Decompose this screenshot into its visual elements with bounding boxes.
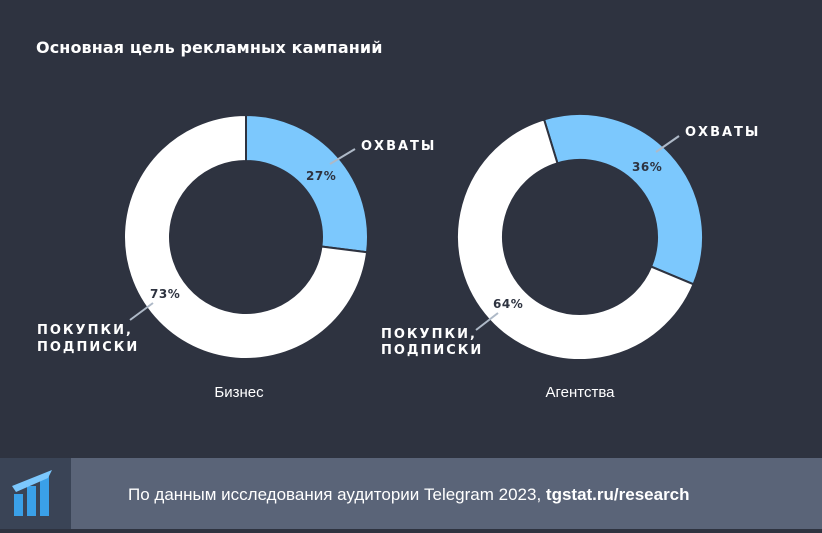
donut-charts: ОХВАТЫ 27% 73% ПОКУПКИ, ПОДПИСКИ Бизнес … [37, 113, 760, 401]
leader-line-reach-business [329, 148, 356, 165]
donut-chart-business: ОХВАТЫ 27% 73% ПОКУПКИ, ПОДПИСКИ Бизнес [37, 113, 436, 401]
tgstat-logo-icon [12, 470, 52, 516]
slice-label-purchases-agencies-line1: ПОКУПКИ, [381, 327, 477, 342]
value-label-reach-business: 27% [306, 169, 336, 183]
leader-line-purchases-business [129, 302, 154, 321]
slice-reach-agencies [542, 113, 704, 286]
slice-label-purchases-business-line2: ПОДПИСКИ [37, 340, 139, 355]
chart-caption-agencies: Агентства [546, 384, 616, 401]
slice-purchases-agencies [456, 118, 695, 361]
leader-line-reach-agencies [655, 135, 680, 153]
footer-logo [0, 458, 71, 529]
slice-purchases-business [123, 113, 369, 360]
value-label-reach-agencies: 36% [632, 160, 662, 174]
leader-line-purchases-agencies [475, 312, 499, 331]
slice-label-purchases-business-line1: ПОКУПКИ, [37, 323, 133, 338]
footer-link[interactable]: tgstat.ru/research [545, 485, 690, 504]
footer-text: По данным исследования аудитории Telegra… [128, 485, 546, 504]
slice-reach-business [245, 113, 369, 254]
donut-chart-agencies: ОХВАТЫ 36% 64% ПОКУПКИ, ПОДПИСКИ Агентст… [381, 113, 760, 401]
value-label-purchases-agencies: 64% [493, 297, 523, 311]
slice-label-reach-business: ОХВАТЫ [361, 139, 436, 154]
chart-caption-business: Бизнес [214, 384, 264, 401]
footer: По данным исследования аудитории Telegra… [0, 458, 822, 529]
page-title: Основная цель рекламных кампаний [36, 38, 383, 57]
slice-label-reach-agencies: ОХВАТЫ [685, 125, 760, 140]
footer-source-text: По данным исследования аудитории Telegra… [128, 485, 690, 505]
value-label-purchases-business: 73% [150, 287, 180, 301]
slice-label-purchases-agencies-line2: ПОДПИСКИ [381, 343, 483, 358]
